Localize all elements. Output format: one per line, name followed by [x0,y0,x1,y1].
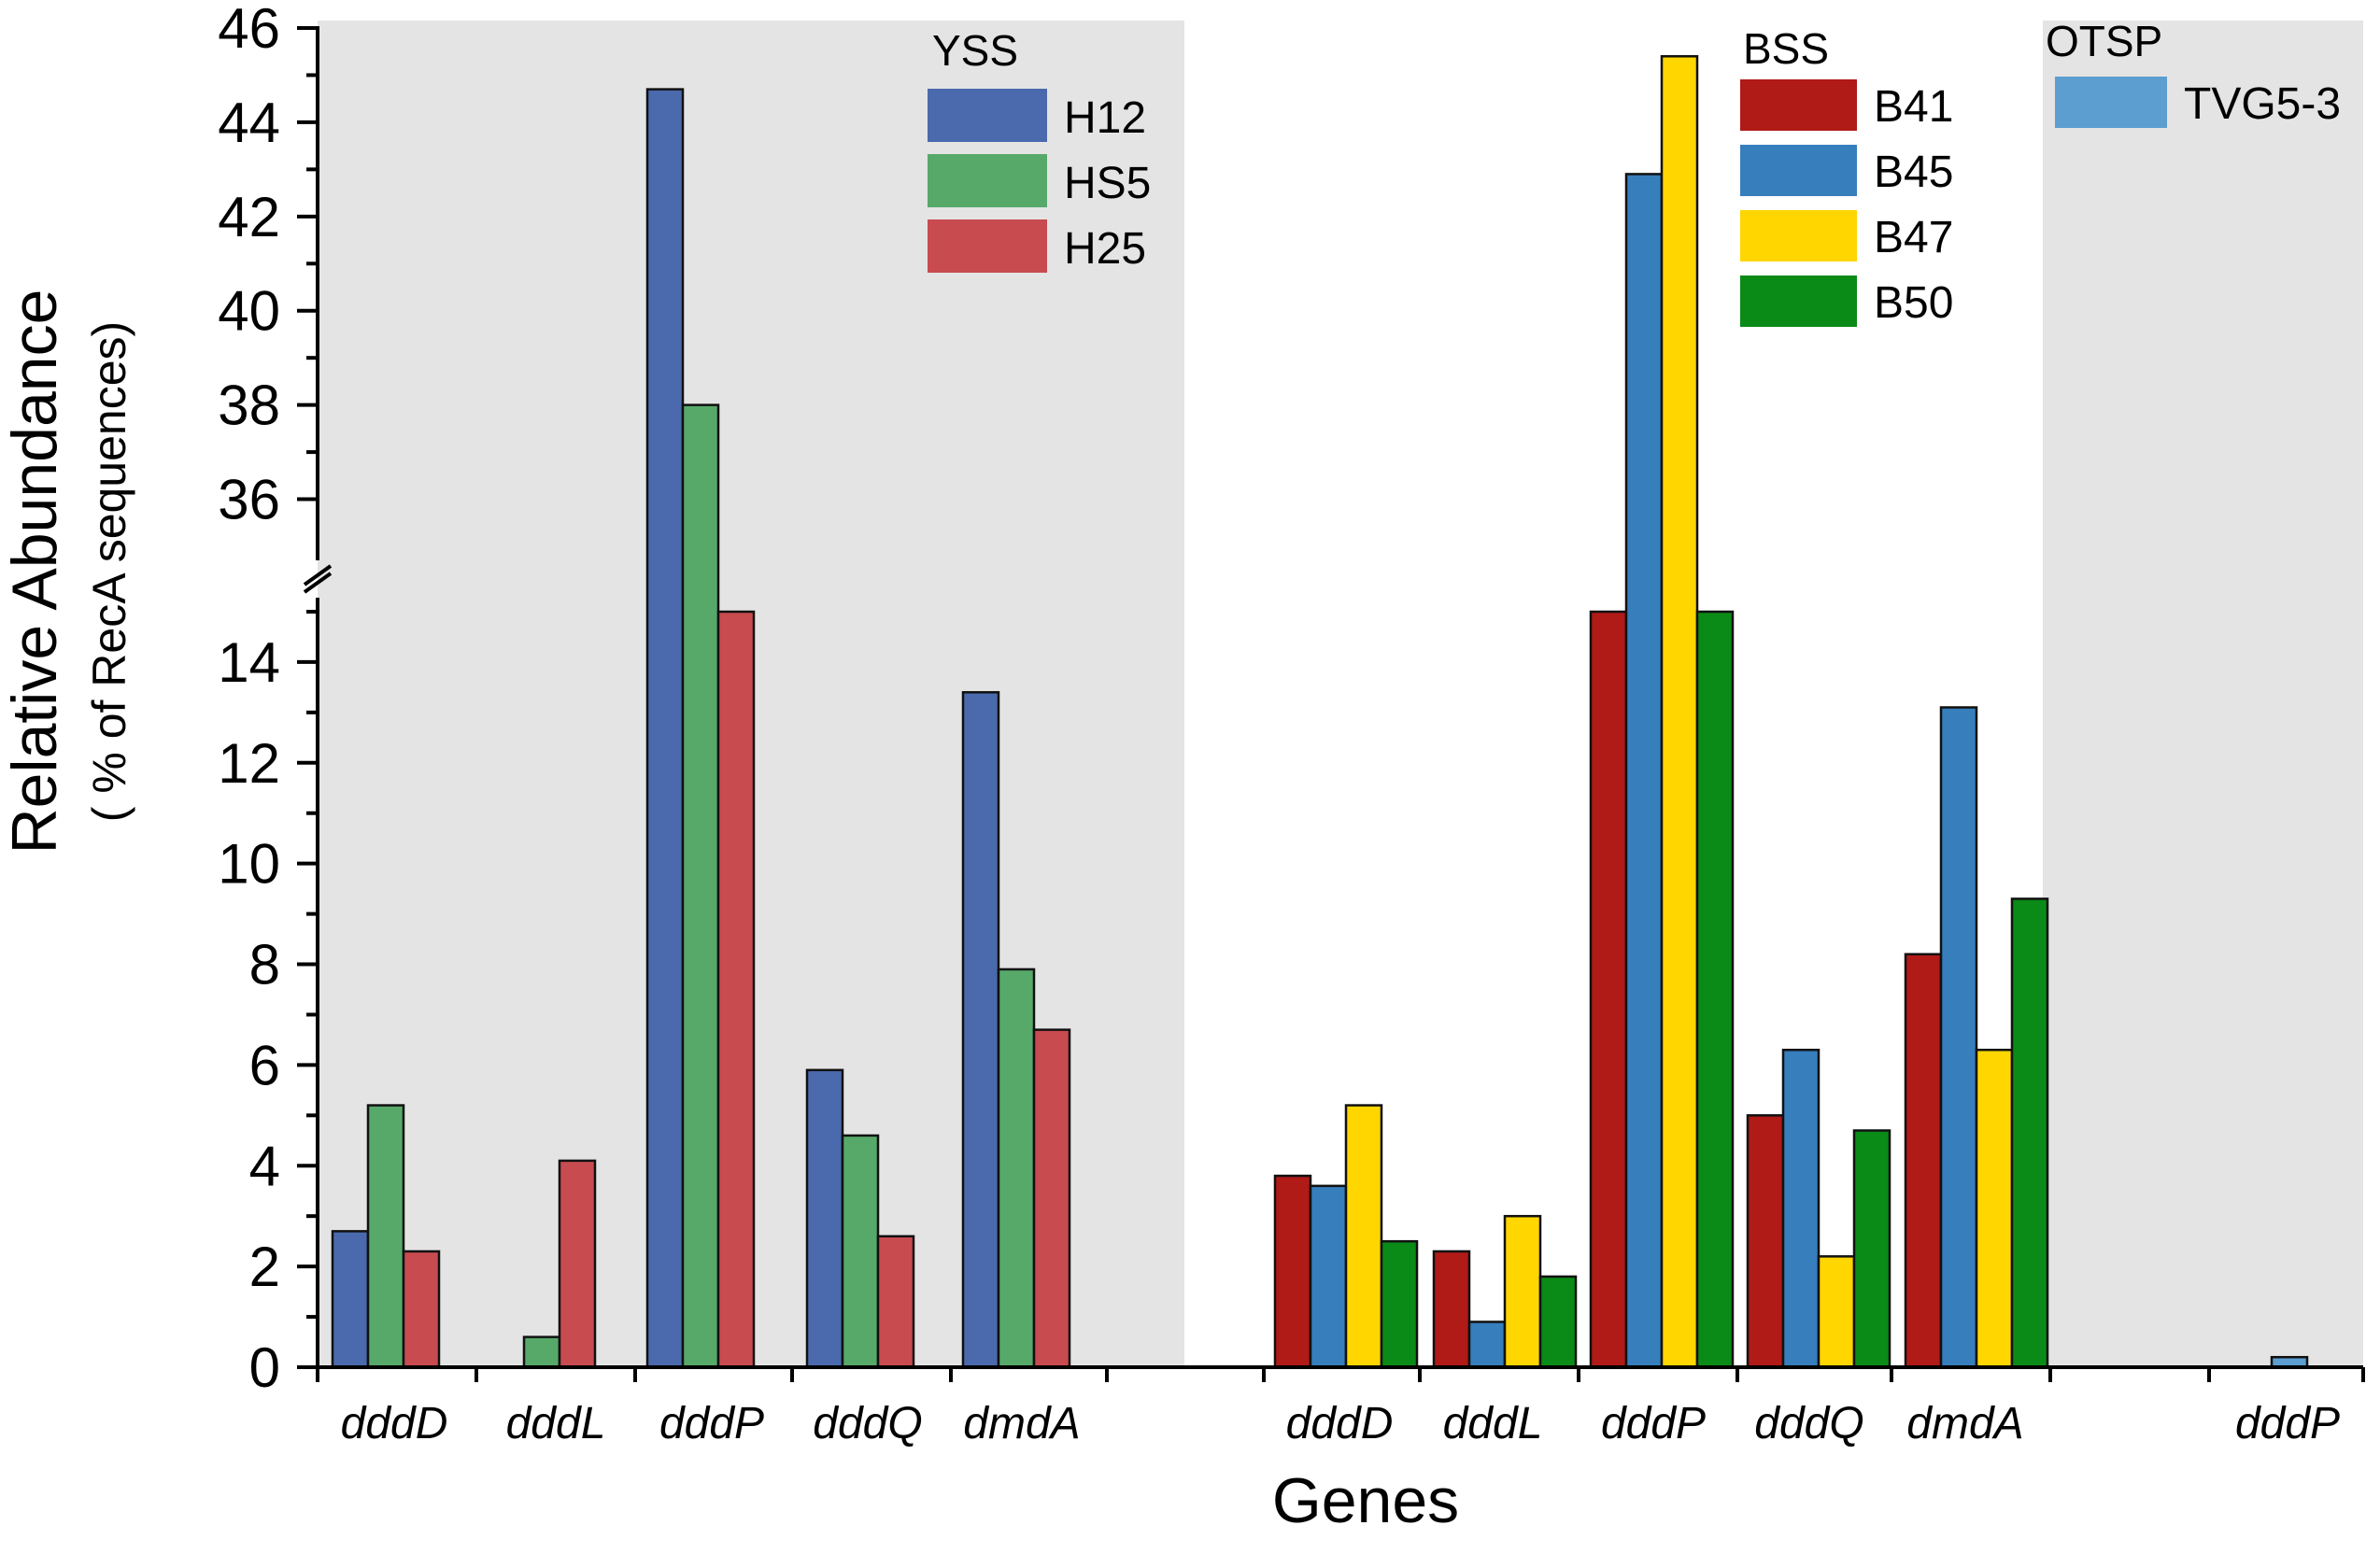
bar-yss-dddQ-hs5 [841,1134,880,1369]
legend-label-h12: H12 [1064,93,1146,143]
legend-swatch-b41 [1740,79,1857,131]
legend-label-b41: B41 [1874,82,1953,132]
legend-label-tvg5-3: TVG5-3 [2184,79,2341,129]
bar-yss-dddL-h25 [558,1159,597,1369]
category-label-bss-dddQ: dddQ [1754,1399,1863,1448]
legend-swatch-h12 [928,89,1047,142]
legend-swatch-b50 [1740,275,1857,327]
y-tick-label: 10 [218,833,280,896]
y-tick-label: 40 [218,280,280,343]
legend-label-b45: B45 [1874,148,1953,197]
y-tick-label: 12 [218,732,280,795]
legend-layer: YSS H12 HS5 H25 BSS B41 B45 B47 B50 OTSP TVG5-3 [928,17,2341,328]
bar-yss-dddD-h12 [331,1230,370,1369]
bar-bss-dddD-b47 [1344,1104,1383,1369]
y-tick-label: 6 [249,1034,280,1096]
bar-bss-dddQ-b50 [1852,1129,1891,1369]
bar-bss-dddL-b45 [1467,1321,1507,1369]
y-tick-label: 44 [218,92,280,154]
y-tick-label: 36 [218,469,280,531]
bar-layer [331,55,2309,1369]
bar-yss-dddD-h25 [402,1250,441,1369]
y-axis-title: Relative Abundance [0,290,70,855]
y-tick-label: 4 [249,1135,280,1197]
legend-label-h25: H25 [1064,224,1146,274]
y-tick-label: 14 [218,631,280,694]
bar-yss-dddD-hs5 [366,1104,405,1369]
bar-bss-dddQ-b47 [1817,1255,1856,1369]
category-label-bss-dddP: dddP [1601,1399,1706,1448]
category-label-layer: dddD dddL dddP dddQ dmdA dddD dddL dddP dddQ dmdA… [341,1399,2340,1448]
bar-yss-dddQ-h25 [876,1235,915,1369]
bar-bss-dddL-b50 [1538,1275,1578,1369]
axis-layer [297,26,2365,1382]
legend-label-b47: B47 [1874,213,1953,262]
bar-bss-dddP-b41 [1589,610,1628,1369]
category-label-yss-dddP: dddP [659,1399,764,1448]
category-label-yss-dddQ: dddQ [813,1399,922,1448]
category-label-bss-dmdA: dmdA [1906,1399,2023,1448]
category-label-yss-dmdA: dmdA [963,1399,1080,1448]
axis-break-mark [303,572,333,594]
y-axis-subtitle: ( % of RecA sequences) [83,321,135,822]
legend-swatch-b47 [1740,210,1857,261]
x-axis-title: Genes [1272,1465,1459,1536]
legend-label-b50: B50 [1874,278,1953,328]
bar-yss-dddQ-h12 [805,1068,844,1369]
bar-bss-dddD-b41 [1273,1174,1312,1369]
bar-bss-dmdA-b47 [1975,1048,2014,1369]
shaded-region-otsp [2043,21,2363,1367]
bar-yss-dmdA-h25 [1032,1028,1071,1369]
bar-bss-dmdA-b50 [2010,897,2049,1369]
y-tick-label: 8 [249,934,280,996]
bar-bss-dddP-b47 [1660,55,1699,1369]
bar-bss-dddD-b50 [1380,1239,1419,1369]
bar-yss-dmdA-hs5 [997,968,1036,1369]
legend-title-bss: BSS [1743,24,1829,73]
y-tick-label: 42 [218,186,280,248]
bar-yss-dddL-hs5 [522,1335,561,1369]
legend-title-yss: YSS [932,26,1018,75]
legend-label-hs5: HS5 [1064,159,1151,208]
legend-swatch-h25 [928,219,1047,273]
legend-swatch-tvg5-3 [2055,77,2167,128]
legend-swatch-b45 [1740,145,1857,196]
bar-yss-dddP-hs5 [681,403,720,1369]
bar-bss-dddD-b45 [1309,1184,1348,1369]
bar-bss-dddL-b41 [1432,1250,1471,1369]
y-tick-label: 38 [218,374,280,437]
y-tick-label: 2 [249,1236,280,1298]
y-tick-label: 0 [249,1336,280,1399]
legend-title-otsp: OTSP [2046,17,2162,65]
bar-bss-dddQ-b45 [1781,1048,1821,1369]
category-label-bss-dddD: dddD [1286,1399,1394,1448]
bar-yss-dddP-h12 [645,88,685,1369]
bar-yss-dddP-h25 [716,610,756,1369]
bar-bss-dddP-b50 [1695,610,1735,1369]
category-label-otsp-dddP: dddP [2235,1399,2340,1448]
axis-break-mark [303,564,333,586]
bar-bss-dddL-b47 [1503,1214,1542,1369]
category-label-bss-dddL: dddL [1443,1399,1543,1448]
bar-bss-dddP-b45 [1624,173,1664,1369]
bar-bss-dmdA-b45 [1939,706,1978,1369]
bar-bss-dddQ-b41 [1746,1114,1785,1369]
bar-yss-dmdA-h12 [961,691,1000,1369]
legend-swatch-hs5 [928,154,1047,207]
category-label-yss-dddL: dddL [506,1399,606,1448]
y-tick-label: 46 [218,0,280,60]
category-label-yss-dddD: dddD [341,1399,448,1448]
group-background-layer [318,21,2363,1367]
bar-bss-dmdA-b41 [1904,953,1943,1369]
